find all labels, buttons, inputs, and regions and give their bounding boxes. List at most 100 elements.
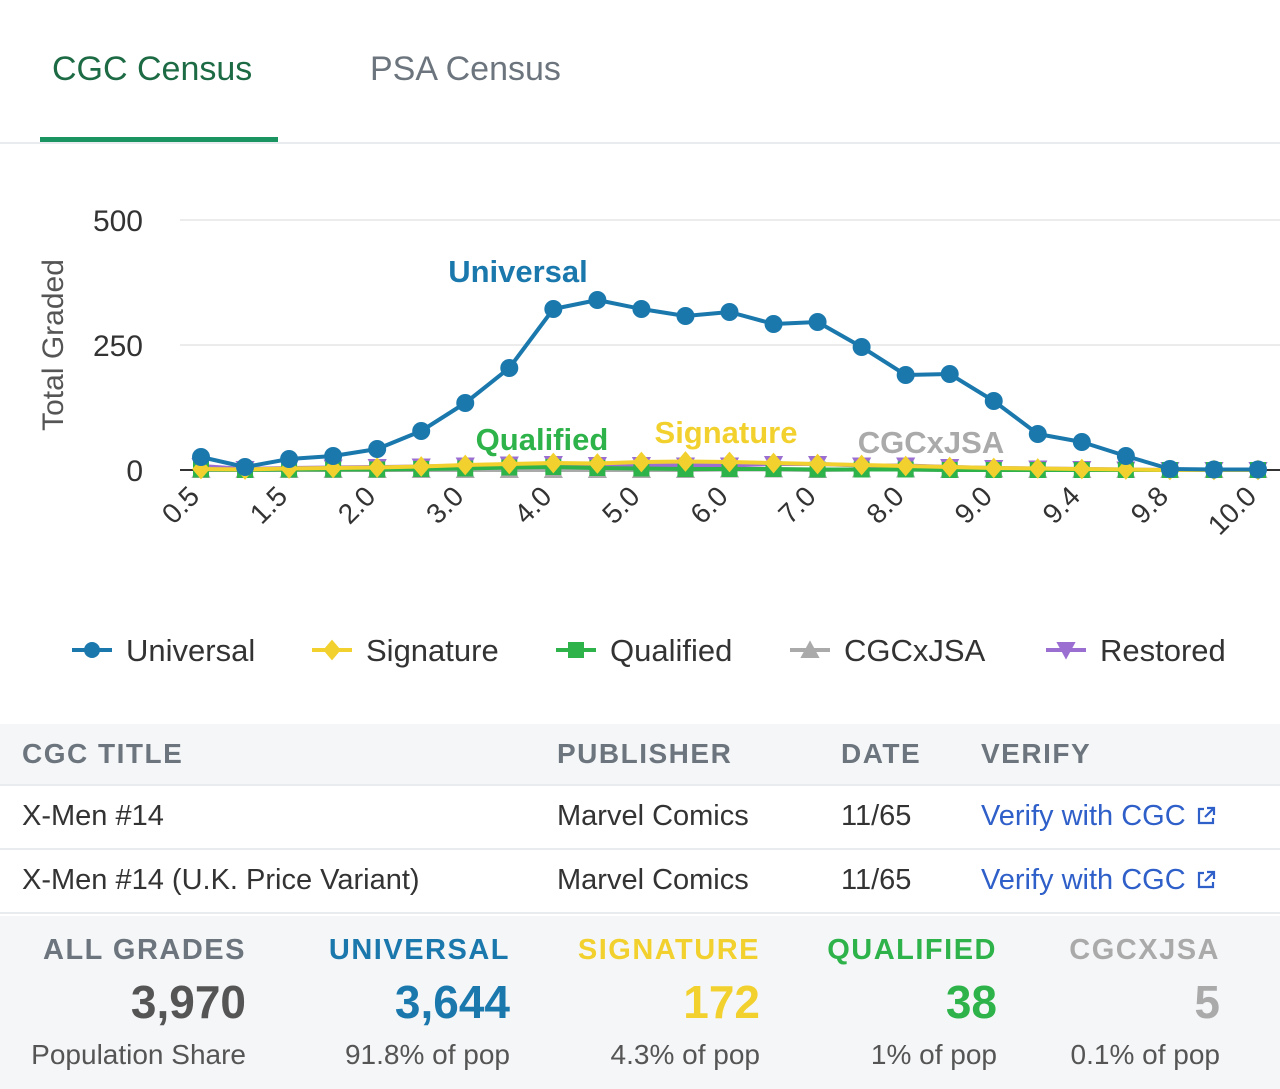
header-publisher: PUBLISHER xyxy=(557,738,733,769)
y-tick-label: 500 xyxy=(93,205,143,238)
data-point-signature xyxy=(1073,458,1091,480)
table-row: X-Men #14 (U.K. Price Variant) Marvel Co… xyxy=(0,850,1280,914)
x-tick-label: 4.0 xyxy=(508,480,557,529)
x-tick-label: 7.0 xyxy=(772,480,821,529)
data-point-signature xyxy=(368,457,386,478)
data-point-signature xyxy=(940,456,959,478)
data-point-universal xyxy=(1116,447,1135,465)
data-point-universal xyxy=(368,440,387,458)
row-publisher: Marvel Comics xyxy=(557,864,749,896)
legend-item-qualified: Qualified xyxy=(556,633,732,668)
data-point-signature xyxy=(632,451,651,473)
legend-marker-universal xyxy=(84,642,100,658)
legend-label-signature: Signature xyxy=(366,633,499,668)
header-date: DATE xyxy=(841,738,922,769)
stat-value: 5 xyxy=(1194,976,1220,1028)
verify-with-cgc-link[interactable]: Verify with CGC xyxy=(981,800,1216,833)
x-tick-label: 10.0 xyxy=(1202,480,1262,540)
data-point-universal xyxy=(984,392,1003,410)
data-point-universal xyxy=(808,313,827,331)
active-tab-indicator xyxy=(40,137,278,142)
legend-label-restored: Restored xyxy=(1100,633,1226,668)
data-point-universal xyxy=(544,300,563,318)
data-point-universal xyxy=(500,359,519,377)
data-point-universal xyxy=(632,300,651,318)
stat-signature: SIGNATURE 172 4.3% of pop xyxy=(578,934,760,1071)
row-title: X-Men #14 (U.K. Price Variant) xyxy=(22,864,420,896)
external-link-icon xyxy=(1197,806,1215,825)
data-point-signature xyxy=(1028,458,1047,479)
y-tick-label: 0 xyxy=(126,455,143,488)
x-tick-label: 9.4 xyxy=(1037,480,1086,529)
x-tick-label: 3.0 xyxy=(420,480,469,529)
chart-series xyxy=(191,291,1268,481)
legend-marker-signature xyxy=(323,639,341,661)
census-chart: 0 250 500 Total Graded 0.5 1.5 2.0 3.0 4.0 5.0 6.… xyxy=(37,205,1280,668)
data-point-signature xyxy=(676,451,695,472)
x-tick-label: 8.0 xyxy=(860,480,909,529)
header-cgc-title: CGC TITLE xyxy=(22,738,184,769)
data-point-universal xyxy=(192,448,210,466)
stat-value: 172 xyxy=(683,976,760,1028)
annotation-cgcxjsa: CGCxJSA xyxy=(858,425,1004,460)
data-point-signature xyxy=(984,457,1003,479)
external-link-icon xyxy=(1197,870,1215,889)
data-point-universal xyxy=(1160,460,1179,478)
data-point-signature xyxy=(280,458,298,479)
census-table: CGC TITLE PUBLISHER DATE VERIFY X-Men #1… xyxy=(0,724,1280,914)
data-point-signature xyxy=(588,453,607,474)
x-tick-label: 9.0 xyxy=(949,480,998,529)
data-point-signature xyxy=(808,453,827,475)
row-title: X-Men #14 xyxy=(22,800,164,832)
legend-item-restored: Restored xyxy=(1046,633,1226,668)
verify-link-label[interactable]: Verify with CGC xyxy=(981,800,1186,832)
verify-with-cgc-link[interactable]: Verify with CGC xyxy=(981,864,1216,897)
legend-label-qualified: Qualified xyxy=(610,633,732,668)
chart-annotations: Universal Qualified Signature CGCxJSA xyxy=(448,254,1004,460)
y-axis-label: Total Graded xyxy=(37,259,70,431)
stat-label: SIGNATURE xyxy=(577,934,760,966)
row-publisher: Marvel Comics xyxy=(557,800,749,832)
data-point-signature xyxy=(896,455,915,477)
data-point-universal xyxy=(324,447,343,465)
row-date: 11/65 xyxy=(841,864,912,896)
x-tick-label: 9.8 xyxy=(1125,480,1174,529)
legend-item-signature: Signature xyxy=(312,633,499,668)
y-axis: 0 250 500 Total Graded xyxy=(37,205,143,488)
table-header: CGC TITLE PUBLISHER DATE VERIFY xyxy=(0,724,1280,786)
legend-item-cgcxjsa: CGCxJSA xyxy=(790,633,986,668)
stat-universal: UNIVERSAL 3,644 91.8% of pop xyxy=(329,934,510,1071)
x-axis: 0.5 1.5 2.0 3.0 4.0 5.0 6.0 7.0 8.0 9.0 9.4 9.8 10.0 xyxy=(156,480,1262,540)
data-point-universal xyxy=(456,394,475,412)
x-tick-label: 0.5 xyxy=(156,480,205,529)
legend-item-universal: Universal xyxy=(72,633,255,668)
annotation-universal: Universal xyxy=(448,254,588,289)
table-row: X-Men #14 Marvel Comics 11/65 Verify wit… xyxy=(0,786,1280,850)
tab-psa-census[interactable]: PSA Census xyxy=(370,50,561,88)
stat-share: 0.1% of pop xyxy=(1070,1039,1220,1070)
data-point-signature xyxy=(720,451,739,473)
stat-value: 3,644 xyxy=(394,976,510,1028)
stat-all-grades: ALL GRADES 3,970 Population Share xyxy=(31,934,246,1071)
stat-share: 1% of pop xyxy=(870,1039,997,1070)
stat-value: 38 xyxy=(945,976,997,1028)
y-tick-label: 250 xyxy=(93,330,143,363)
x-tick-label: 5.0 xyxy=(596,480,645,529)
data-point-universal xyxy=(940,365,959,383)
data-point-universal xyxy=(676,307,695,325)
data-point-universal xyxy=(1028,425,1047,443)
data-point-universal xyxy=(588,291,607,309)
data-point-universal xyxy=(764,315,783,333)
legend-label-cgcxjsa: CGCxJSA xyxy=(844,633,986,668)
tab-cgc-census[interactable]: CGC Census xyxy=(52,50,253,88)
stat-qualified: QUALIFIED 38 1% of pop xyxy=(827,934,997,1071)
stat-label: CGCXJSA xyxy=(1069,934,1220,966)
data-point-signature xyxy=(500,453,519,475)
annotation-signature: Signature xyxy=(655,415,798,450)
stat-label: ALL GRADES xyxy=(43,934,246,966)
verify-link-label[interactable]: Verify with CGC xyxy=(981,864,1186,896)
data-point-signature xyxy=(192,458,210,480)
data-point-signature xyxy=(764,452,783,474)
stat-value: 3,970 xyxy=(130,976,246,1028)
census-tabs: CGC Census PSA Census xyxy=(0,0,1280,144)
